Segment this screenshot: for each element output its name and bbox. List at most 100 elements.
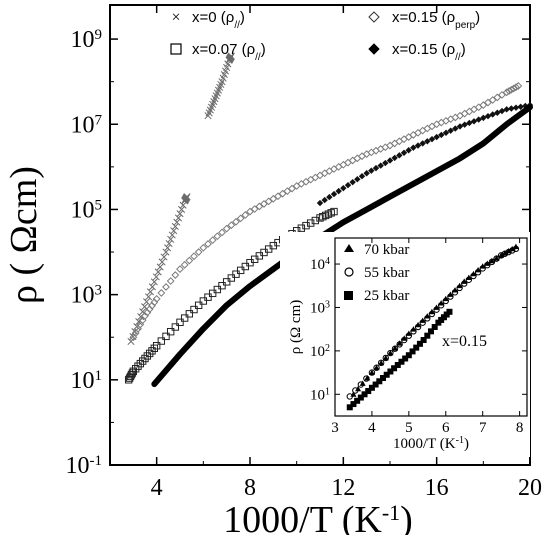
main-point-square-open [157,337,166,345]
main-point-diamond-open [218,228,226,237]
main-point-diamond-open [241,211,250,219]
main-point-diamond-filled [470,118,478,125]
inset-chart: 3 4 5 6 7 8 101 102 103 104 1000/T (K-1) ρ (Ω cm… [280,232,530,457]
main-point-cross [227,52,235,60]
main-series-2 [129,82,523,342]
inset-y-tick-label: 104 [310,256,330,274]
inset-point-circle-open [437,302,445,309]
inset-point-circle-open [391,345,399,352]
inset-point-circle-open [401,336,408,344]
inset-point-triangle-filled [488,257,495,264]
main-chart: 4 8 12 16 20 10-1 101 103 105 107 109 1000/T (K-1… [3,4,542,535]
main-point-diamond-open [283,187,292,196]
main-point-diamond-open [493,93,502,102]
main-point-cross [167,235,175,243]
inset-point-circle-open [493,255,500,262]
inset-point-circle-open [433,306,440,313]
main-point-diamond-filled [414,142,422,149]
main-point-cross [183,193,191,201]
main-point-diamond-filled [522,102,529,110]
legend-marker-square-open [170,43,182,55]
inset-legend-marker-circle [344,267,354,277]
inset-point-square-filled [354,397,361,404]
main-point-diamond-filled [452,125,459,132]
main-point-square-open [145,349,154,358]
inset-point-circle-open [442,297,449,305]
main-point-diamond-filled [410,144,417,151]
inset-point-square-filled [424,332,431,339]
inset-point-triangle-filled [355,385,362,392]
inset-point-circle-open [382,354,389,362]
main-point-diamond-filled [438,131,445,139]
inset-point-triangle-filled [387,350,394,356]
main-point-cross [162,248,170,256]
inset-point-circle-open [352,387,359,394]
main-point-cross [158,258,166,266]
inset-point-circle-open [474,268,482,276]
main-point-diamond-filled [382,159,389,167]
inset-point-circle-open [424,315,431,322]
main-x-tick-label: 20 [518,475,542,501]
inset-point-square-filled [431,324,438,330]
main-point-diamond-open [166,277,175,285]
inset-x-tick-label: 6 [442,420,450,436]
main-point-diamond-filled [461,121,468,128]
main-y-tick-label: 101 [71,368,103,394]
main-point-diamond-filled [433,133,440,141]
inset-point-triangle-filled [396,340,403,346]
main-point-diamond-open [269,194,278,203]
inset-point-square-filled [387,368,394,375]
inset-point-circle-open [479,265,486,272]
main-point-diamond-open [213,232,222,241]
inset-point-circle-open [470,272,477,280]
main-point-diamond-filled [363,170,370,177]
main-point-diamond-open [185,256,194,265]
inset-x-tick-label: 7 [479,420,487,436]
main-point-diamond-filled [405,147,412,154]
inset-point-square-filled [405,352,412,359]
inset-point-circle-open [461,280,468,287]
inset-point-circle-open [414,323,422,331]
inset-x-tick-label: 4 [368,420,376,436]
main-point-diamond-filled [335,187,342,195]
main-point-cross [127,337,135,346]
main-point-square-open [136,359,145,368]
inset-point-circle-open [509,247,516,254]
main-point-diamond-open [194,248,203,256]
main-y-tick-label: 105 [71,197,103,223]
main-point-diamond-open [255,202,264,211]
main-point-square-open [218,281,226,290]
main-point-diamond-filled [354,176,361,183]
inset-point-circle-open [451,289,459,296]
main-x-tick-label: 16 [425,475,449,501]
inset-legend-label-70kbar: 70 kbar [364,242,409,258]
inset-point-square-filled [446,308,453,315]
main-point-diamond-open [204,240,212,248]
main-point-square-open [171,323,180,331]
main-point-diamond-filled [386,157,394,164]
main-point-cross [179,201,187,209]
inset-point-square-filled [413,344,420,351]
main-point-square-open [152,342,161,350]
inset-point-circle-open [396,341,403,348]
inset-x-tick-labels: 3 4 5 6 7 8 [331,420,523,436]
main-x-axis-label: 1000/T (K-1) [223,499,413,535]
main-point-square-open [204,293,212,301]
inset-point-triangle-filled [368,369,375,375]
main-legend: × x=0 (ρ//) x=0.15 (ρperp) x=0.07 (ρ//) … [170,9,480,63]
legend-label-x007: x=0.07 (ρ//) [192,41,266,63]
inset-point-square-filled [416,340,423,347]
inset-series-2 [346,308,453,411]
main-point-diamond-open [180,260,189,269]
inset-y-tick-label: 102 [310,342,330,360]
main-point-square-open [213,285,222,294]
main-point-diamond-filled [391,154,398,162]
main-point-square-open [148,347,156,355]
main-point-diamond-open [199,243,208,252]
inset-legend: 70 kbar 55 kbar 25 kbar [344,242,409,304]
main-point-diamond-open [152,294,161,303]
main-point-diamond-open [176,265,184,273]
inset-background [280,232,530,457]
inset-point-circle-open [501,250,509,257]
main-point-diamond-filled [512,104,520,111]
